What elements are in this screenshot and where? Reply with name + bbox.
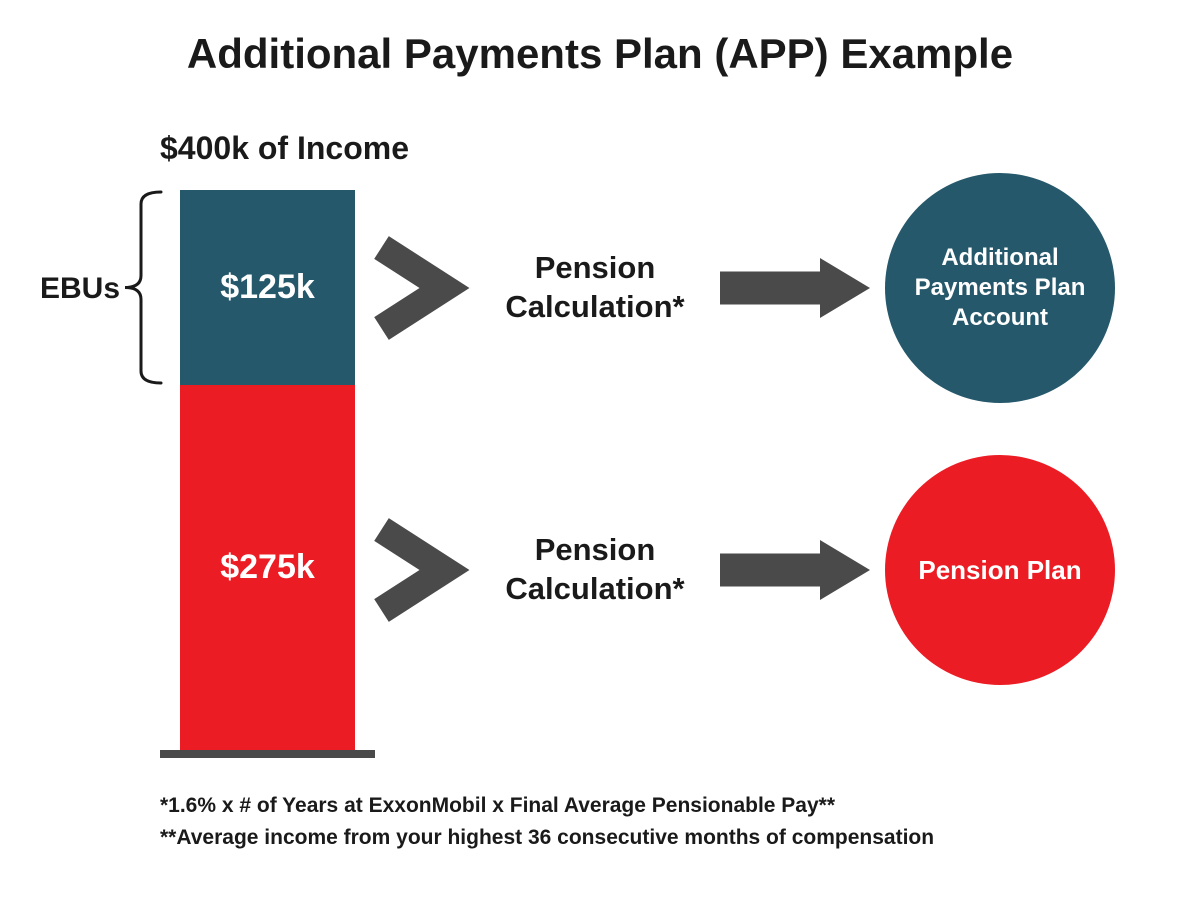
income-subtitle: $400k of Income (160, 130, 409, 167)
result-circle-pension: Pension Plan (885, 455, 1115, 685)
chevron-icon-pension (368, 525, 458, 615)
calc-label-pension: Pension Calculation* (480, 531, 710, 609)
arrow-icon-pension (720, 540, 870, 600)
calc-label-app: Pension Calculation* (480, 249, 710, 327)
footnote-2: **Average income from your highest 36 co… (160, 822, 934, 854)
ebu-label: EBUs (40, 272, 120, 306)
page-title: Additional Payments Plan (APP) Example (0, 30, 1200, 78)
chevron-icon-app (368, 243, 458, 333)
bar-base (160, 750, 375, 758)
bar-segment-top: $125k (180, 190, 355, 385)
brace-icon (123, 190, 163, 385)
arrow-icon-app (720, 258, 870, 318)
result-circle-app: Additional Payments Plan Account (885, 173, 1115, 403)
bar-segment-bottom: $275k (180, 385, 355, 750)
footnote-1: *1.6% x # of Years at ExxonMobil x Final… (160, 790, 835, 822)
